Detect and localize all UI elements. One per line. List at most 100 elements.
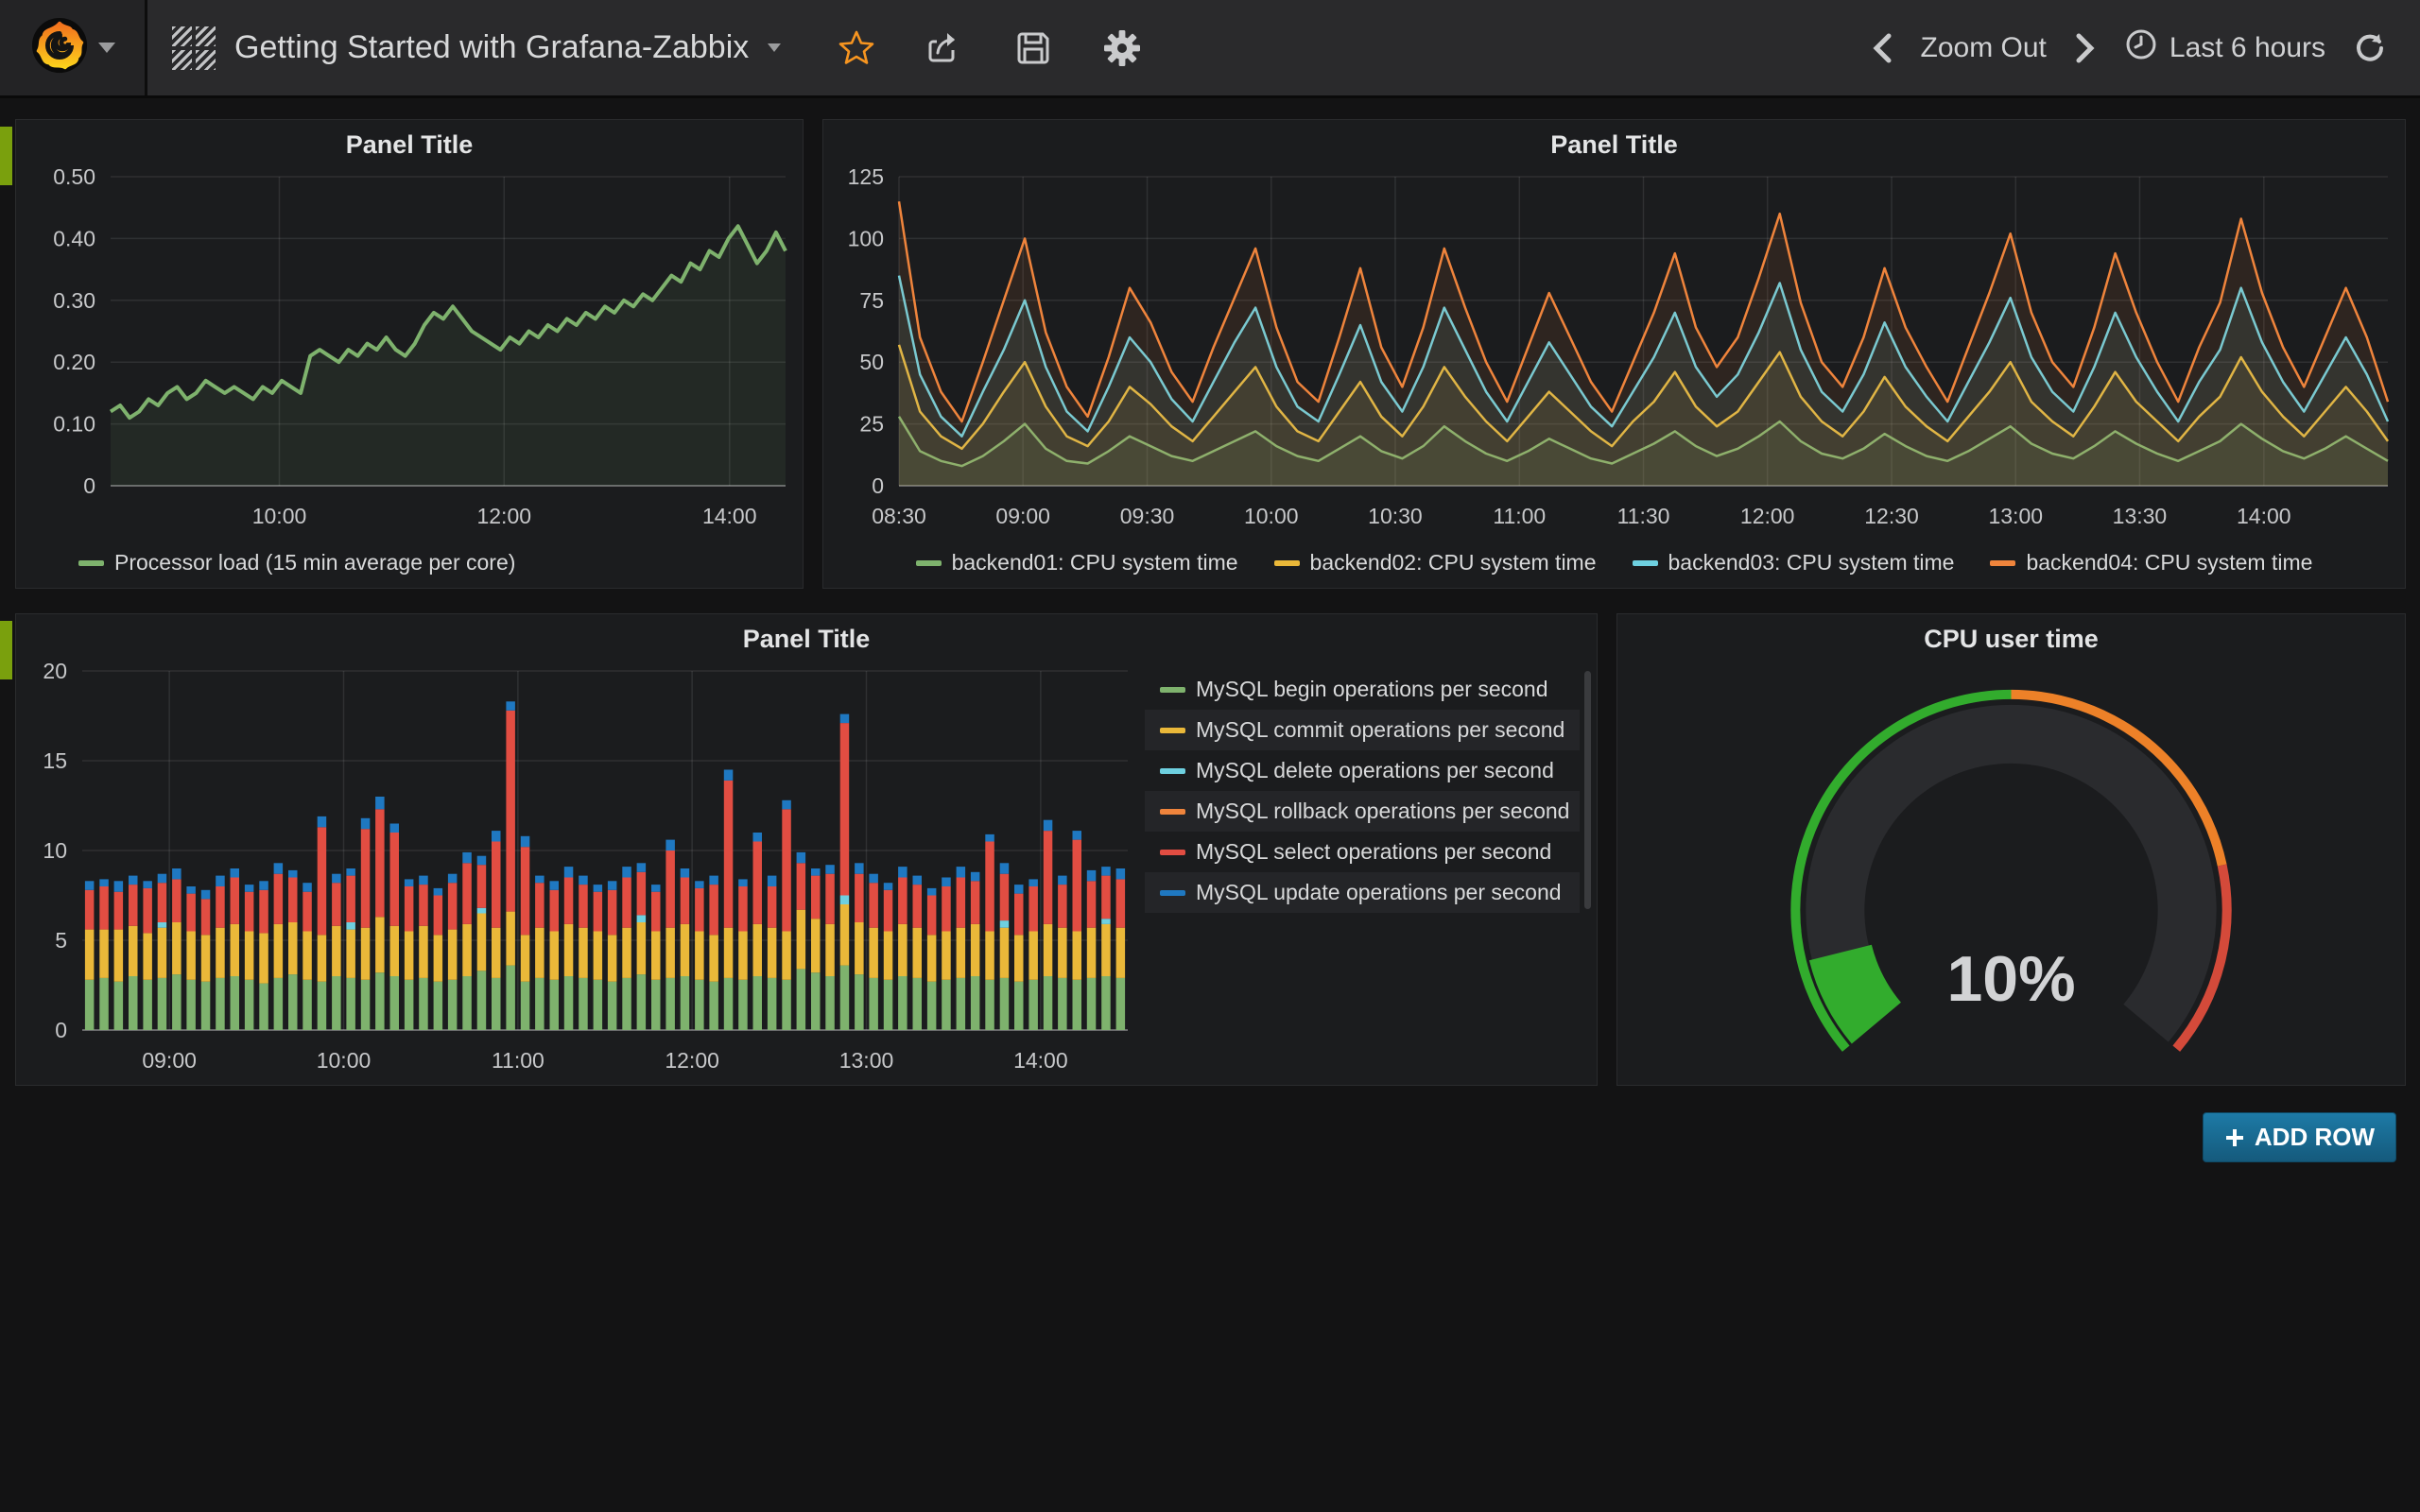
- svg-text:10:00: 10:00: [252, 504, 307, 528]
- svg-text:100: 100: [848, 226, 884, 250]
- series-swatch: [1160, 686, 1185, 693]
- time-range-picker[interactable]: Last 6 hours: [2124, 27, 2325, 69]
- legend-item[interactable]: backend03: CPU system time: [1632, 550, 1954, 576]
- processor-load-chart[interactable]: 0 0.10 0.20 0.30 0.40 0.50 10:00 12:00 14:00: [16, 164, 803, 545]
- panel-title[interactable]: CPU user time: [1924, 625, 2099, 653]
- star-icon[interactable]: [838, 29, 875, 67]
- svg-text:13:00: 13:00: [839, 1048, 894, 1073]
- panel-processor-load: Panel Title 0 0.10 0.20 0.30 0.40 0.50 10:00 12…: [15, 119, 804, 589]
- dashboard-row-2: Panel Title 0 5 10 15 20 09:00 10:00 11:00 12:00…: [0, 613, 2406, 1086]
- svg-text:10:00: 10:00: [317, 1048, 372, 1073]
- svg-text:11:00: 11:00: [1493, 504, 1546, 528]
- dashboard-title: Getting Started with Grafana-Zabbix: [234, 29, 750, 65]
- svg-text:12:00: 12:00: [665, 1048, 719, 1073]
- svg-text:14:00: 14:00: [1013, 1048, 1068, 1073]
- svg-text:25: 25: [859, 412, 884, 437]
- legend-item[interactable]: MySQL delete operations per second: [1145, 750, 1580, 791]
- series-swatch: [1990, 559, 2016, 566]
- legend-item[interactable]: MySQL rollback operations per second: [1145, 791, 1580, 832]
- svg-text:0: 0: [83, 473, 95, 498]
- time-back-icon[interactable]: [1870, 32, 1894, 64]
- legend-item[interactable]: backend01: CPU system time: [915, 550, 1238, 576]
- svg-text:13:30: 13:30: [2113, 504, 2168, 528]
- legend-item[interactable]: MySQL select operations per second: [1145, 832, 1580, 872]
- svg-text:12:30: 12:30: [1864, 504, 1919, 528]
- svg-text:09:30: 09:30: [1120, 504, 1175, 528]
- svg-text:125: 125: [848, 165, 884, 189]
- cpu-system-time-chart[interactable]: 0 25 50 75 100 125 08:30 09:00 09:30 10:00 10:30 11…: [823, 164, 2405, 545]
- svg-text:10:30: 10:30: [1368, 504, 1423, 528]
- dashboard-picker[interactable]: Getting Started with Grafana-Zabbix: [147, 26, 805, 70]
- series-swatch: [1273, 559, 1300, 566]
- legend-item[interactable]: MySQL commit operations per second: [1145, 710, 1580, 750]
- svg-text:08:30: 08:30: [872, 504, 926, 528]
- panel-title[interactable]: Panel Title: [742, 625, 871, 653]
- panel-legend: MySQL begin operations per second MySQL …: [1145, 660, 1597, 1090]
- add-row-button[interactable]: ADD ROW: [2202, 1112, 2396, 1162]
- panel-mysql-operations: Panel Title 0 5 10 15 20 09:00 10:00 11:00 12:00…: [15, 613, 1598, 1086]
- svg-text:10:00: 10:00: [1244, 504, 1299, 528]
- svg-text:0.40: 0.40: [53, 226, 95, 250]
- series-swatch: [1160, 767, 1185, 774]
- legend-item[interactable]: MySQL update operations per second: [1145, 872, 1580, 913]
- row-2-menu-tab[interactable]: [0, 621, 12, 679]
- series-swatch: [1160, 808, 1185, 815]
- svg-text:50: 50: [859, 350, 884, 374]
- clock-icon: [2124, 27, 2158, 69]
- series-swatch: [1160, 849, 1185, 855]
- zoom-out-button[interactable]: Zoom Out: [1920, 31, 2047, 63]
- mysql-operations-chart[interactable]: 0 5 10 15 20 09:00 10:00 11:00 12:00 13:00 14:00: [16, 659, 1145, 1090]
- panel-legend: backend01: CPU system time backend02: CP…: [823, 545, 2405, 588]
- panel-title[interactable]: Panel Title: [345, 130, 474, 159]
- svg-text:0.30: 0.30: [53, 288, 95, 313]
- svg-text:11:30: 11:30: [1617, 504, 1670, 528]
- cpu-user-time-gauge[interactable]: 10%: [1617, 660, 2405, 1085]
- series-swatch: [78, 559, 104, 566]
- legend-item[interactable]: Processor load (15 min average per core): [78, 550, 515, 576]
- svg-text:12:00: 12:00: [476, 504, 531, 528]
- refresh-icon[interactable]: [2352, 30, 2388, 66]
- svg-text:13:00: 13:00: [1988, 504, 2043, 528]
- grafana-logo-menu[interactable]: [0, 0, 147, 95]
- svg-text:14:00: 14:00: [2237, 504, 2291, 528]
- svg-text:09:00: 09:00: [995, 504, 1050, 528]
- svg-text:11:00: 11:00: [492, 1048, 544, 1073]
- save-icon[interactable]: [1013, 28, 1053, 68]
- navbar: Getting Started with Grafana-Zabbix: [0, 0, 2420, 98]
- svg-text:0.10: 0.10: [53, 412, 95, 437]
- panel-cpu-user-time: CPU user time 10%: [1616, 613, 2406, 1086]
- legend-item[interactable]: MySQL begin operations per second: [1145, 669, 1580, 710]
- svg-text:0: 0: [55, 1018, 67, 1042]
- legend-scrollbar[interactable]: [1584, 671, 1591, 909]
- share-icon[interactable]: [925, 28, 964, 68]
- legend-item[interactable]: backend04: CPU system time: [1990, 550, 2312, 576]
- row-1-menu-tab[interactable]: [0, 127, 12, 185]
- grafana-logo-icon: [30, 16, 89, 79]
- svg-text:15: 15: [43, 748, 67, 773]
- series-swatch: [1160, 889, 1185, 896]
- svg-text:20: 20: [43, 660, 67, 683]
- series-swatch: [915, 559, 942, 566]
- panel-cpu-system-time: Panel Title 0 25 50 75 100 125 08:30 09:00 09:30…: [822, 119, 2406, 589]
- svg-text:75: 75: [859, 288, 884, 313]
- svg-text:09:00: 09:00: [142, 1048, 197, 1073]
- plus-icon: [2225, 1128, 2243, 1146]
- logo-caret-icon: [97, 43, 115, 53]
- gauge-value: 10%: [1946, 943, 2076, 1015]
- dashboard-row-1: Panel Title 0 0.10 0.20 0.30 0.40 0.50 10:00 12…: [0, 119, 2406, 589]
- svg-text:12:00: 12:00: [1740, 504, 1795, 528]
- time-forward-icon[interactable]: [2073, 32, 2098, 64]
- panel-title[interactable]: Panel Title: [1550, 130, 1678, 159]
- panel-legend: Processor load (15 min average per core): [16, 545, 803, 588]
- time-range-label: Last 6 hours: [2169, 31, 2325, 63]
- series-swatch: [1160, 727, 1185, 733]
- gear-icon[interactable]: [1102, 28, 1142, 68]
- svg-text:5: 5: [55, 928, 67, 953]
- svg-text:0: 0: [872, 473, 884, 498]
- dashboard: Panel Title 0 0.10 0.20 0.30 0.40 0.50 10:00 12…: [0, 98, 2420, 1162]
- svg-text:14:00: 14:00: [702, 504, 757, 528]
- series-swatch: [1632, 559, 1658, 566]
- svg-text:0.20: 0.20: [53, 350, 95, 374]
- title-caret-icon: [768, 43, 782, 52]
- legend-item[interactable]: backend02: CPU system time: [1273, 550, 1597, 576]
